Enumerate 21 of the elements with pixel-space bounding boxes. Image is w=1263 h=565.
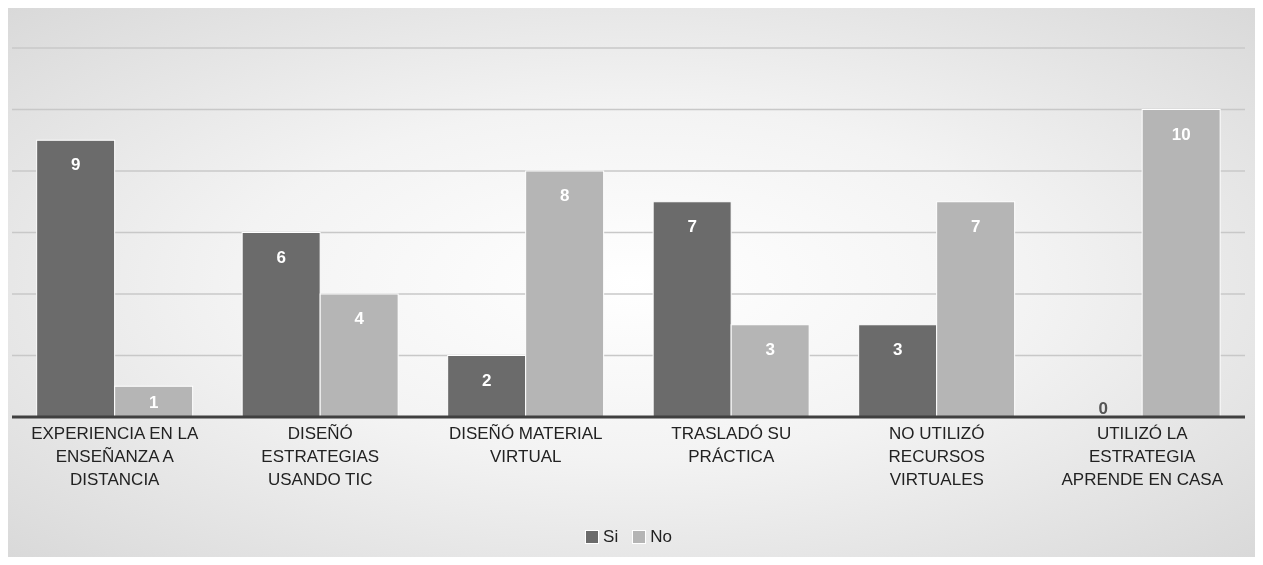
data-label: 7: [687, 216, 697, 236]
data-label: 3: [765, 339, 775, 359]
data-label: 2: [481, 370, 492, 390]
data-label: 1: [148, 392, 159, 412]
x-tick-label: TRASLADÓ SU PRÁCTICA: [671, 424, 792, 466]
data-label: 9: [70, 155, 81, 175]
x-tick-label: NO UTILIZÓ RECURSOS VIRTUALES: [888, 424, 985, 489]
data-label: 10: [1171, 124, 1191, 144]
x-tick-label: DISEÑÓ MATERIAL VIRTUAL: [448, 424, 603, 466]
data-label: 8: [559, 186, 570, 205]
bar: [1141, 109, 1221, 417]
data-label: 0: [1098, 399, 1108, 418]
data-label: 6: [276, 247, 286, 267]
x-tick-label: DISEÑÓ ESTRATEGIAS USANDO TIC: [261, 424, 380, 489]
data-label: 7: [970, 216, 981, 236]
x-tick-label: EXPERIENCIA EN LA ENSEÑANZA A DISTANCIA: [31, 424, 200, 489]
data-label: 3: [892, 339, 903, 359]
legend-label: Si: [603, 527, 619, 547]
legend-label: No: [650, 527, 672, 547]
data-label: 4: [354, 309, 365, 328]
x-tick-label: UTILIZÓ LA ESTRATEGIA APRENDE EN CASA: [1061, 424, 1224, 489]
